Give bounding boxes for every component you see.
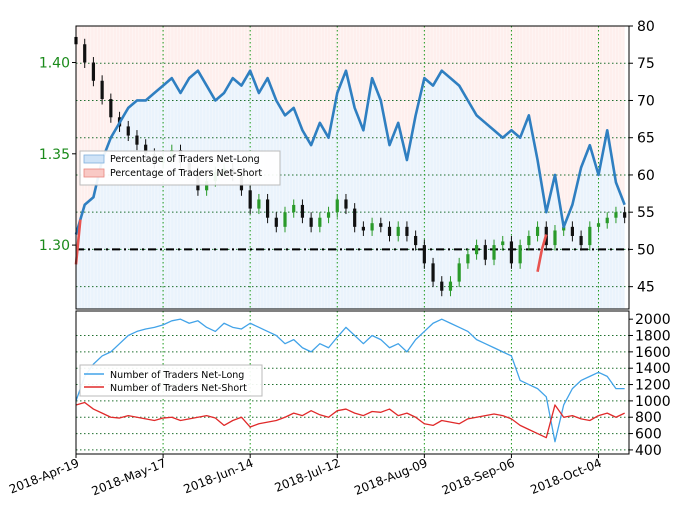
right-tick-label: 1000 [635, 394, 671, 410]
price-candle [300, 204, 305, 218]
price-candle [318, 217, 322, 227]
price-candle [344, 199, 348, 209]
price-candle [579, 235, 583, 246]
right-tick-label: 45 [637, 280, 655, 296]
x-tick-label: 2018-Sep-06 [440, 456, 517, 498]
right-tick-label: 1600 [635, 345, 671, 361]
price-candle [248, 190, 252, 209]
price-candle [100, 80, 104, 100]
top-plot-frame [75, 25, 630, 310]
x-tick-label: 2018-Jun-14 [182, 456, 256, 497]
price-candle [422, 245, 426, 264]
bottom-plot-frame [75, 310, 630, 455]
price-candle [335, 199, 339, 213]
right-tick-label: 2000 [635, 312, 671, 328]
price-candle [466, 254, 470, 264]
price-candle [448, 281, 453, 291]
net-short-pct-line [74, 219, 82, 265]
price-candle [605, 217, 609, 224]
price-candle [623, 212, 627, 218]
price-candle [501, 241, 505, 246]
x-tick-label: 2018-May-17 [90, 456, 169, 499]
price-candle [414, 235, 418, 246]
price-candle [83, 44, 87, 63]
right-tick-label: 65 [637, 131, 655, 147]
price-candle [265, 199, 270, 218]
price-candle [91, 62, 96, 81]
right-tick-label: 1200 [635, 378, 671, 394]
right-tick-label: 800 [635, 410, 662, 426]
price-candle [387, 226, 392, 236]
right-tick-label: 600 [635, 427, 662, 443]
left-tick-label: 1.35 [39, 147, 70, 163]
right-tick-label: 60 [637, 168, 655, 184]
right-tick-label: 55 [637, 205, 655, 221]
price-candle [353, 208, 357, 227]
x-tick-label: 2018-Aug-09 [352, 456, 429, 498]
price-candle [126, 126, 130, 136]
price-candle [135, 135, 139, 145]
price-candle [309, 217, 313, 227]
x-tick-label: 2018-Oct-04 [528, 456, 603, 497]
legend-box [79, 150, 281, 186]
net-short-pct-line [536, 234, 548, 273]
price-candle [562, 226, 566, 231]
price-candle [274, 217, 278, 227]
x-tick-label: 2018-Apr-19 [7, 456, 81, 497]
legend-label: Percentage of Traders Net-Long [110, 154, 260, 165]
legend-label: Number of Traders Net-Long [110, 370, 244, 381]
left-tick-label: 1.30 [39, 238, 70, 254]
price-candle [588, 226, 592, 246]
right-tick-label: 80 [637, 19, 655, 35]
right-tick-label: 400 [635, 443, 662, 459]
net-long-pct-line [74, 69, 626, 235]
price-candle [527, 235, 531, 246]
price-candle [596, 223, 601, 227]
price-candle [431, 263, 435, 282]
price-candle [535, 226, 540, 236]
right-tick-label: 50 [637, 242, 655, 258]
right-tick-label: 1800 [635, 329, 671, 345]
right-tick-label: 1400 [635, 361, 671, 377]
price-candle [144, 144, 148, 154]
top-legend: Percentage of Traders Net-Long Percentage… [79, 150, 281, 186]
top-panel: 1.30 1.35 1.40 45 50 55 60 65 70 75 80 Percentage… [39, 19, 655, 310]
legend-swatch [83, 168, 105, 178]
left-tick-label: 1.40 [39, 56, 70, 72]
price-candle [457, 263, 461, 282]
number-of-traders-net-long-line [75, 318, 625, 443]
price-candle [205, 181, 209, 191]
x-tick-label: 2018-Jul-12 [273, 456, 343, 495]
legend-label: Percentage of Traders Net-Short [110, 168, 262, 179]
number-of-traders-net-short-line [75, 401, 625, 439]
price-candle [492, 245, 496, 260]
price-candle [283, 212, 287, 227]
price-candle [370, 223, 374, 231]
legend-swatch [83, 154, 105, 164]
price-candle [483, 245, 487, 260]
price-candle [474, 245, 479, 255]
bottom-legend: Number of Traders Net-Long Number of Trad… [79, 364, 263, 397]
price-candle [518, 245, 522, 264]
legend-box [79, 364, 263, 397]
price-candle [405, 226, 409, 236]
price-candle [553, 230, 557, 246]
price-candle [379, 223, 383, 227]
price-candle [109, 99, 113, 118]
price-candle [326, 212, 331, 218]
price-candle [614, 212, 618, 218]
right-tick-label: 70 [637, 93, 655, 109]
price-candle [509, 241, 514, 264]
price-candle [361, 226, 365, 231]
price-candle [570, 226, 574, 236]
price-candle [257, 199, 261, 209]
price-candle [440, 281, 444, 291]
right-tick-label: 75 [637, 56, 655, 72]
legend-label: Number of Traders Net-Short [110, 383, 247, 394]
price-candle [292, 204, 296, 213]
price-candle [396, 226, 400, 236]
